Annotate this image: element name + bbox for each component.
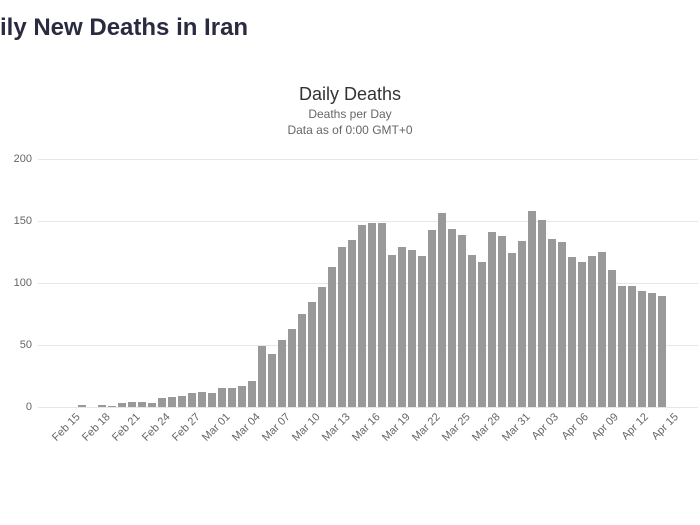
bar xyxy=(568,257,576,407)
y-tick-label: 50 xyxy=(20,339,32,351)
bar xyxy=(368,223,376,407)
bar xyxy=(228,388,236,407)
x-tick-label: Apr 09 xyxy=(589,411,620,442)
x-tick-label: Mar 07 xyxy=(260,411,293,444)
x-tick-label: Mar 16 xyxy=(350,411,383,444)
bar xyxy=(258,346,266,407)
bar xyxy=(408,250,416,407)
bar xyxy=(298,314,306,407)
x-tick-label: Feb 27 xyxy=(170,411,203,444)
bar xyxy=(508,253,516,407)
x-tick-label: Mar 04 xyxy=(230,411,263,444)
bar xyxy=(318,287,326,407)
bar xyxy=(558,242,566,407)
bar xyxy=(388,255,396,407)
bar xyxy=(598,252,606,407)
bar xyxy=(358,225,366,407)
bar xyxy=(538,220,546,407)
daily-deaths-chart: Daily Deaths Deaths per Day Data as of 0… xyxy=(0,84,700,525)
bar xyxy=(628,286,636,407)
bar xyxy=(328,267,336,407)
bar xyxy=(158,398,166,407)
bar xyxy=(438,213,446,407)
x-tick-label: Feb 18 xyxy=(80,411,113,444)
bar xyxy=(638,291,646,407)
y-tick-label: 100 xyxy=(14,277,32,289)
x-tick-label: Mar 25 xyxy=(440,411,473,444)
bar xyxy=(658,296,666,407)
page-title: ily New Deaths in Iran xyxy=(0,14,700,42)
y-tick-label: 0 xyxy=(26,401,32,413)
bar xyxy=(168,397,176,407)
chart-plot-area: 050100150200 xyxy=(38,147,698,407)
bar xyxy=(378,223,386,407)
x-tick-label: Mar 10 xyxy=(290,411,323,444)
bar xyxy=(348,240,356,407)
x-tick-label: Mar 19 xyxy=(380,411,413,444)
bar xyxy=(608,270,616,407)
bar xyxy=(418,256,426,407)
bar xyxy=(468,255,476,407)
x-tick-label: Mar 01 xyxy=(200,411,233,444)
x-tick-label: Mar 31 xyxy=(500,411,533,444)
x-tick-label: Apr 06 xyxy=(559,411,590,442)
chart-title: Daily Deaths xyxy=(0,84,700,105)
bar xyxy=(278,340,286,407)
bar xyxy=(178,396,186,407)
bar xyxy=(338,247,346,407)
x-tick-label: Apr 12 xyxy=(619,411,650,442)
y-tick-label: 150 xyxy=(14,215,32,227)
bar xyxy=(588,256,596,407)
bar xyxy=(458,235,466,407)
x-tick-label: Apr 03 xyxy=(529,411,560,442)
x-tick-label: Apr 15 xyxy=(649,411,680,442)
bar xyxy=(308,302,316,407)
x-axis-labels: Feb 15Feb 18Feb 21Feb 24Feb 27Mar 01Mar … xyxy=(38,407,698,463)
bar xyxy=(478,262,486,407)
bar xyxy=(398,247,406,407)
bar xyxy=(528,211,536,407)
bar xyxy=(198,392,206,407)
x-tick-label: Feb 24 xyxy=(140,411,173,444)
bar xyxy=(248,381,256,407)
y-tick-label: 200 xyxy=(14,153,32,165)
x-tick-label: Feb 21 xyxy=(110,411,143,444)
bar xyxy=(188,393,196,407)
bar xyxy=(208,393,216,407)
bar xyxy=(618,286,626,407)
bar xyxy=(518,241,526,407)
bar xyxy=(288,329,296,407)
bar xyxy=(488,232,496,407)
chart-subtitle-1: Deaths per Day xyxy=(0,107,700,121)
x-tick-label: Mar 13 xyxy=(320,411,353,444)
bar xyxy=(428,230,436,407)
bar xyxy=(548,239,556,407)
bar xyxy=(218,388,226,407)
bar xyxy=(238,386,246,407)
bar xyxy=(448,229,456,407)
bar xyxy=(498,236,506,407)
bar xyxy=(268,354,276,407)
x-tick-label: Feb 15 xyxy=(50,411,83,444)
bar xyxy=(648,293,656,407)
bar xyxy=(578,262,586,407)
chart-subtitle-2: Data as of 0:00 GMT+0 xyxy=(0,123,700,137)
x-tick-label: Mar 22 xyxy=(410,411,443,444)
x-tick-label: Mar 28 xyxy=(470,411,503,444)
